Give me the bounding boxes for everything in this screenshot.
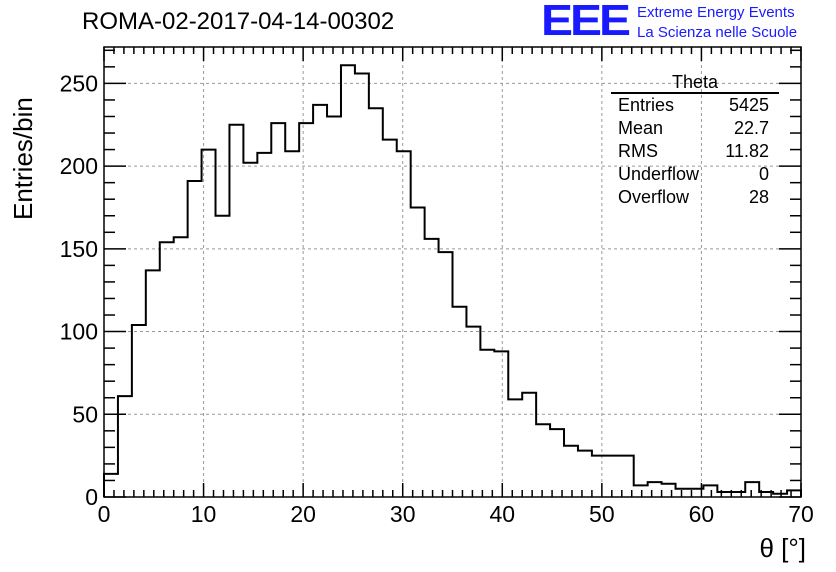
y-tick-label: 0 xyxy=(85,484,98,510)
logo-line-1: Extreme Energy Events xyxy=(637,4,795,21)
stats-title: Theta xyxy=(611,72,779,94)
stats-row-underflow: Underflow 0 xyxy=(611,163,779,186)
stats-box: Theta Entries 5425 Mean 22.7 RMS 11.82 U… xyxy=(611,72,779,209)
x-tick-label: 70 xyxy=(788,501,814,527)
y-tick-label: 50 xyxy=(72,401,98,427)
tick-labels: 0 10 20 30 40 50 60 70 0 50 100 150 200 250 xyxy=(60,70,814,527)
chart-title: ROMA-02-2017-04-14-00302 xyxy=(82,8,395,35)
stats-row-rms: RMS 11.82 xyxy=(611,140,779,163)
x-tick-label: 0 xyxy=(98,501,111,527)
histogram-outline xyxy=(103,64,802,497)
axis-ticks xyxy=(103,47,802,498)
stats-label: Underflow xyxy=(618,164,700,184)
stats-value: 0 xyxy=(758,164,769,184)
x-tick-label: 50 xyxy=(589,501,615,527)
y-tick-label: 200 xyxy=(60,153,98,179)
stats-value: 28 xyxy=(748,187,769,207)
stats-label: Mean xyxy=(618,118,664,138)
y-tick-label: 250 xyxy=(60,70,98,96)
x-tick-label: 40 xyxy=(489,501,515,527)
stats-label: Overflow xyxy=(618,187,690,207)
x-tick-label: 60 xyxy=(689,501,715,527)
x-tick-label: 10 xyxy=(191,501,217,527)
stats-row-mean: Mean 22.7 xyxy=(611,117,779,140)
logo-line-2: La Scienza nelle Scuole xyxy=(637,24,798,41)
stats-value: 22.7 xyxy=(733,118,769,138)
stats-value: 11.82 xyxy=(725,141,769,161)
stats-value: 5425 xyxy=(728,95,769,115)
x-tick-label: 30 xyxy=(390,501,416,527)
y-axis-label: Entries/bin xyxy=(8,97,38,220)
eee-logo: EEE xyxy=(541,0,631,46)
y-tick-label: 150 xyxy=(60,236,98,262)
stats-row-overflow: Overflow 28 xyxy=(611,186,779,209)
grid-lines xyxy=(104,47,801,497)
stats-row-entries: Entries 5425 xyxy=(611,94,779,117)
y-tick-label: 100 xyxy=(60,319,98,345)
stats-label: RMS xyxy=(618,141,658,161)
stats-label: Entries xyxy=(618,95,675,115)
x-axis-label: θ [°] xyxy=(759,533,806,563)
x-tick-label: 20 xyxy=(290,501,316,527)
